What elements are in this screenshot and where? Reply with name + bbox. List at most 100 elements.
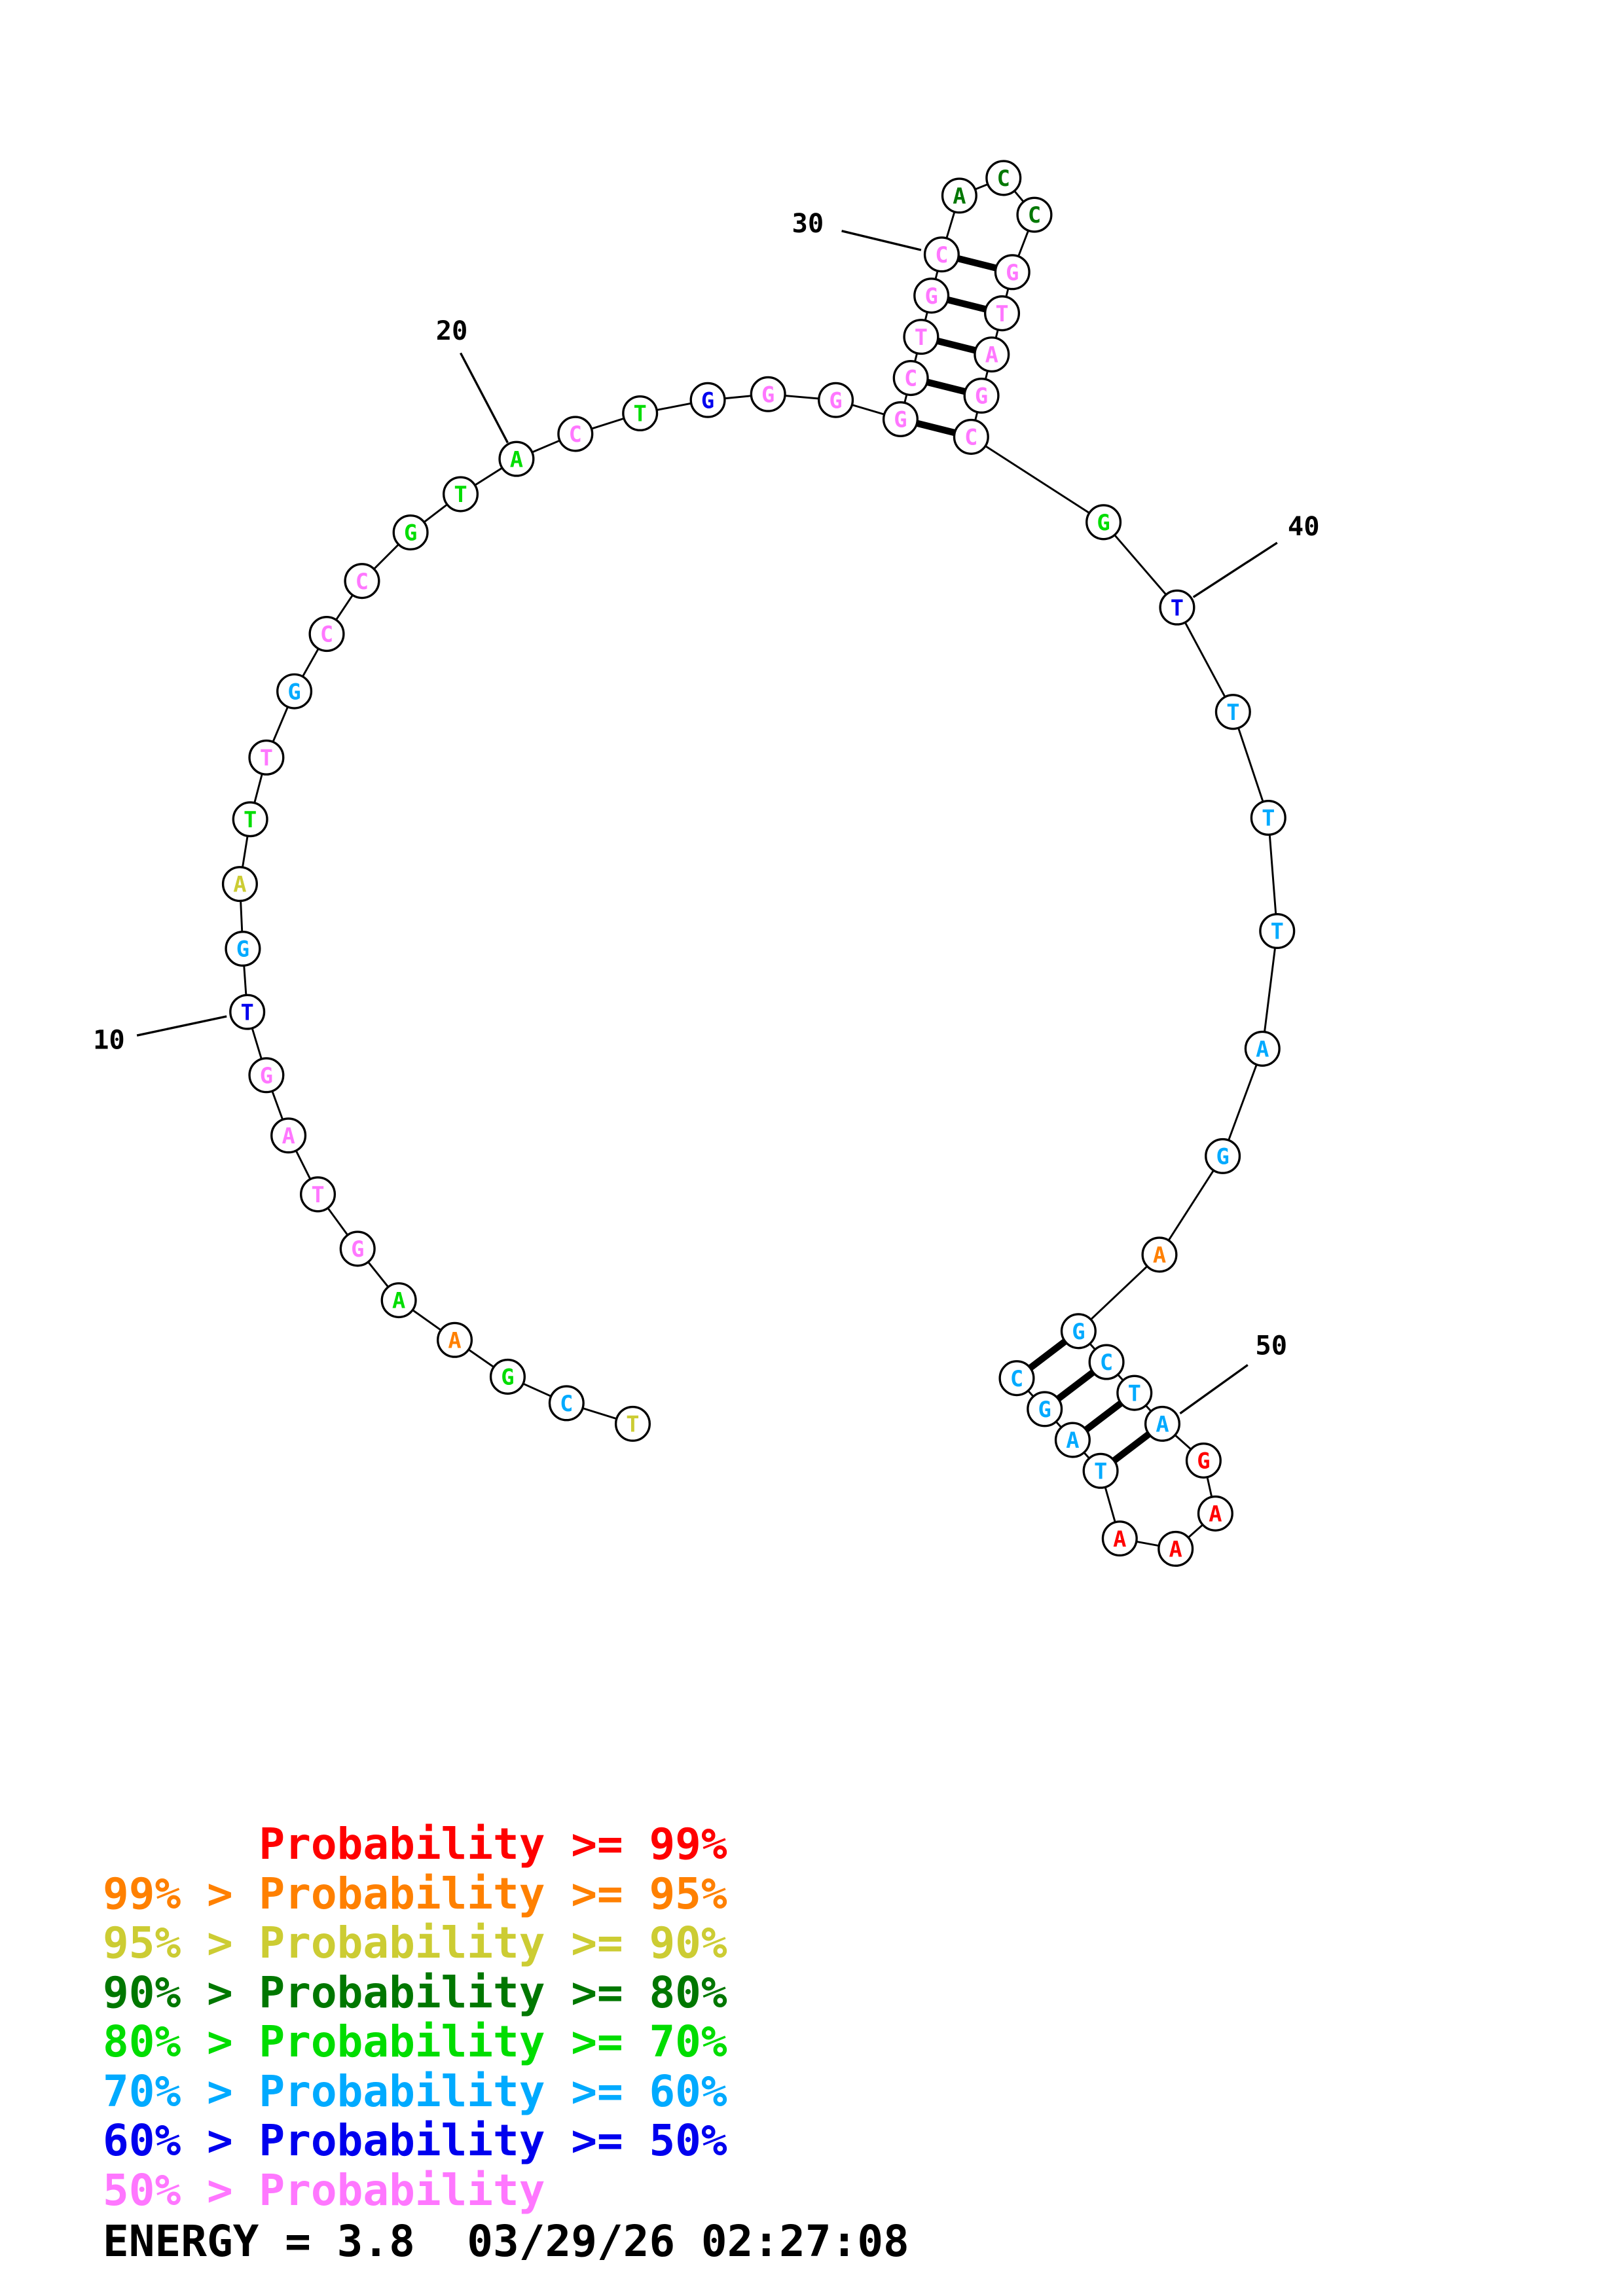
legend-line: 90% > Probability >= 80% [103, 1967, 727, 2018]
backbone-segment [1103, 521, 1178, 609]
nucleotide-base: G [260, 1063, 273, 1088]
nucleotide-circle [1016, 196, 1053, 233]
nucleotide-base: A [282, 1123, 295, 1149]
legend-line: 70% > Probability >= 60% [103, 2066, 727, 2117]
nucleotide-base: G [404, 520, 417, 546]
nucleotide-circle [1144, 1405, 1181, 1442]
nucleotide-circle [903, 319, 939, 355]
nucleotide-base: G [1197, 1448, 1210, 1474]
nucleotide-base: G [236, 937, 249, 962]
nucleotide-base: T [260, 745, 273, 770]
nucleotide-base: G [501, 1365, 514, 1390]
nucleotide-circle [270, 1117, 307, 1154]
nucleotide-circle [308, 616, 345, 653]
nucleotide-base: A [1113, 1526, 1126, 1552]
nucleotide-circle [380, 1282, 417, 1319]
nucleotide-base: T [1171, 595, 1184, 620]
nucleotide-base: C [569, 422, 582, 447]
energy-line: ENERGY = 3.8 03/29/26 02:27:08 [103, 2216, 909, 2267]
nucleotide-base: A [953, 183, 966, 209]
nucleotide-circle [1158, 1530, 1194, 1567]
nucleotide-base: G [925, 283, 938, 309]
nucleotide-base: T [626, 1412, 639, 1437]
nucleotide-base: G [894, 407, 907, 433]
backbone-segment [1231, 711, 1269, 818]
nucleotide-base: T [454, 482, 467, 507]
nucleotide-circle [1159, 589, 1195, 626]
backbone-segment [970, 436, 1104, 524]
nucleotide-circle [923, 236, 960, 273]
legend-line: 60% > Probability >= 50% [103, 2115, 727, 2166]
nucleotide-base: C [356, 569, 369, 594]
position-number-label: 20 [436, 315, 468, 346]
nucleotide-circle [1259, 912, 1296, 950]
nucleotide-base: A [1066, 1427, 1079, 1453]
nucleotide-circle [248, 739, 285, 776]
nucleotide-base: A [1156, 1412, 1169, 1437]
nucleotide-base: T [634, 401, 647, 427]
backbone-segment [1267, 817, 1279, 931]
label-leader-line [1192, 541, 1278, 598]
nucleotide-base: C [1010, 1366, 1023, 1391]
nucleotide-base: G [1097, 510, 1110, 535]
position-number-label: 50 [1255, 1330, 1287, 1361]
nucleotide-base: G [701, 387, 714, 413]
nucleotide-base: T [1271, 919, 1284, 944]
nucleotide-circle [232, 801, 268, 838]
nucleotide-circle [498, 440, 535, 477]
legend-line: 95% > Probability >= 90% [103, 1918, 727, 1968]
nucleotide-base: C [320, 622, 333, 647]
backbone-segment [1222, 1048, 1264, 1157]
position-labels: 10 20 30 40 50 [93, 207, 1320, 1415]
nucleotide-circle [1185, 1443, 1222, 1479]
nucleotide-base: A [392, 1288, 405, 1314]
nucleotide-base: T [244, 807, 257, 833]
nucleotide-circle [892, 360, 929, 397]
nucleotide-circle [339, 1230, 376, 1267]
nucleotide-base: G [1216, 1143, 1229, 1169]
nucleotide-circle [983, 295, 1021, 332]
label-leader-line [841, 230, 922, 251]
backbone-segment [1158, 1155, 1224, 1255]
nucleotide-base: T [1094, 1458, 1107, 1484]
nucleotide-base: T [915, 325, 928, 350]
legend-line: 50% > Probability [103, 2164, 545, 2215]
nucleotide-circle [300, 1176, 337, 1213]
nucleotide-base: G [1072, 1319, 1085, 1344]
nucleotide-circle [557, 416, 594, 452]
probability-legend: Probability >= 99% 99% > Probability >= 9… [103, 1820, 727, 2215]
backbone-segment [1176, 607, 1234, 713]
nucleotide-base: G [975, 384, 988, 409]
legend-line: Probability >= 99% [103, 1819, 727, 1869]
nucleotide-circle [442, 476, 479, 512]
nucleotide-base: A [1209, 1501, 1222, 1527]
nucleotide-circle [953, 418, 989, 455]
nucleotide-base: T [1128, 1380, 1141, 1406]
nucleotide-circle [941, 177, 977, 214]
nucleotide-base: C [964, 425, 977, 450]
nucleotide-base: C [935, 242, 948, 268]
nucleotide-base: C [904, 366, 917, 391]
nucleotide-circle [229, 994, 266, 1030]
label-leader-line [1179, 1364, 1249, 1415]
nucleotide-base: C [1028, 202, 1041, 228]
nucleotide-circle [1244, 1030, 1281, 1067]
nucleotide-circle [1101, 1520, 1138, 1557]
nucleotide-base: T [1262, 806, 1275, 831]
nucleotide-circle [1205, 1138, 1241, 1174]
nucleotide-circle [344, 563, 380, 600]
label-leader-line [460, 352, 509, 444]
nucleotide-base: A [510, 446, 523, 472]
nucleotide-circle [489, 1358, 526, 1395]
legend-line: 99% > Probability >= 95% [103, 1868, 727, 1919]
nucleotide-circle [1054, 1422, 1091, 1458]
nucleotide-circle [392, 514, 429, 551]
nucleotide-circle [818, 382, 854, 418]
backbone-segment [1261, 931, 1279, 1049]
nucleotide-circle [1088, 1344, 1125, 1380]
nucleotide-circle [750, 376, 786, 412]
nucleotide-circle [963, 377, 1000, 414]
nucleotide-circle [689, 382, 726, 418]
